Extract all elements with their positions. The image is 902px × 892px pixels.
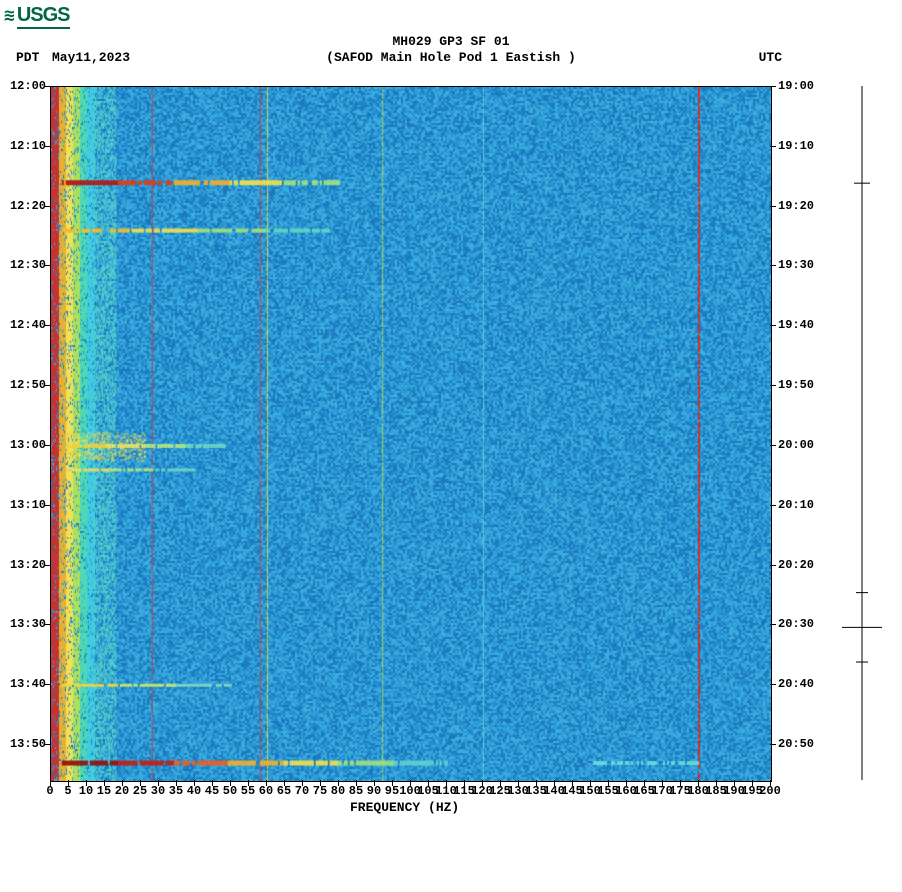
x-tick: 70 <box>295 784 309 798</box>
x-tick: 0 <box>46 784 53 798</box>
scale-bar <box>842 86 882 780</box>
y-tick-right: 19:20 <box>778 199 824 213</box>
x-tick: 65 <box>277 784 291 798</box>
y-tick-left: 13:00 <box>0 438 46 452</box>
x-tick: 90 <box>367 784 381 798</box>
x-tick: 40 <box>187 784 201 798</box>
x-axis-label: FREQUENCY (HZ) <box>350 800 459 815</box>
x-tick: 25 <box>133 784 147 798</box>
date-label: May11,2023 <box>52 50 130 65</box>
y-tick-right: 20:40 <box>778 677 824 691</box>
y-tick-left: 13:10 <box>0 498 46 512</box>
y-tick-left: 12:30 <box>0 258 46 272</box>
x-tick: 55 <box>241 784 255 798</box>
y-tick-right: 20:00 <box>778 438 824 452</box>
left-timezone-label: PDT <box>16 50 39 65</box>
x-tick: 60 <box>259 784 273 798</box>
x-tick: 50 <box>223 784 237 798</box>
x-tick: 20 <box>115 784 129 798</box>
y-tick-right: 19:00 <box>778 79 824 93</box>
y-tick-right: 20:10 <box>778 498 824 512</box>
y-tick-left: 12:10 <box>0 139 46 153</box>
y-tick-left: 13:50 <box>0 737 46 751</box>
y-tick-right: 19:50 <box>778 378 824 392</box>
usgs-logo: ≋ USGS <box>4 4 70 29</box>
x-tick: 30 <box>151 784 165 798</box>
x-tick: 15 <box>97 784 111 798</box>
y-tick-left: 13:30 <box>0 617 46 631</box>
scale-bar-svg <box>842 86 882 780</box>
y-tick-left: 13:20 <box>0 558 46 572</box>
x-tick: 95 <box>385 784 399 798</box>
x-tick: 45 <box>205 784 219 798</box>
chart-title-line1: MH029 GP3 SF 01 <box>0 34 902 49</box>
x-tick: 85 <box>349 784 363 798</box>
spectrogram-canvas <box>51 87 771 781</box>
page: ≋ USGS MH029 GP3 SF 01 (SAFOD Main Hole … <box>0 0 902 892</box>
logo-wave-icon: ≋ <box>4 8 15 26</box>
x-tick: 35 <box>169 784 183 798</box>
x-tick: 5 <box>64 784 71 798</box>
y-tick-left: 12:40 <box>0 318 46 332</box>
y-tick-right: 19:30 <box>778 258 824 272</box>
y-tick-right: 19:10 <box>778 139 824 153</box>
spectrogram-plot <box>50 86 772 782</box>
y-tick-left: 12:50 <box>0 378 46 392</box>
logo-text: USGS <box>17 4 70 29</box>
right-timezone-label: UTC <box>759 50 782 65</box>
x-tick: 80 <box>331 784 345 798</box>
x-tick: 75 <box>313 784 327 798</box>
y-tick-right: 20:20 <box>778 558 824 572</box>
y-tick-right: 20:30 <box>778 617 824 631</box>
y-tick-left: 12:00 <box>0 79 46 93</box>
y-tick-right: 19:40 <box>778 318 824 332</box>
y-tick-left: 12:20 <box>0 199 46 213</box>
y-tick-right: 20:50 <box>778 737 824 751</box>
x-tick: 200 <box>759 784 781 798</box>
x-tick: 10 <box>79 784 93 798</box>
y-tick-left: 13:40 <box>0 677 46 691</box>
